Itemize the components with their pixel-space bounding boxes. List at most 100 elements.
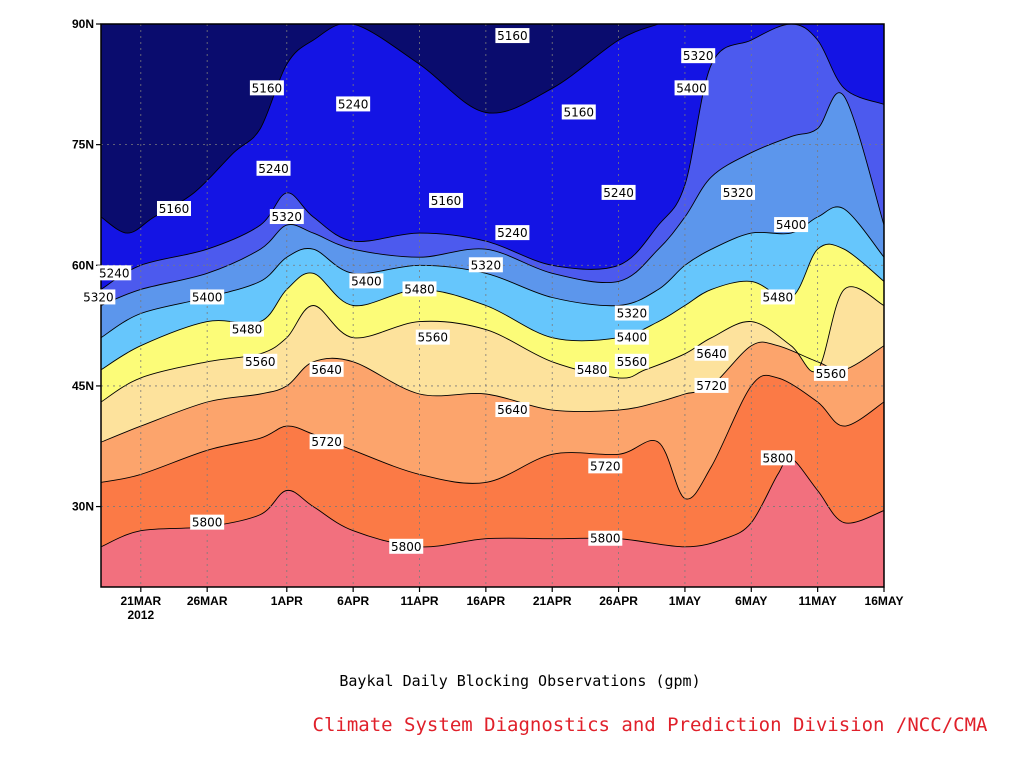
- x-tick-label: 1APR: [271, 594, 303, 608]
- contour-label-text: 5160: [497, 29, 528, 43]
- contour-label-box: [614, 353, 649, 369]
- contour-label: 5800: [760, 450, 795, 466]
- contour-label: 5160: [495, 28, 530, 44]
- contour-label-text: 5560: [816, 367, 847, 381]
- contour-label-text: 5400: [676, 81, 707, 95]
- contour-label-box: [249, 80, 284, 96]
- contour-label: 5640: [694, 345, 729, 361]
- contour-label-box: [243, 353, 278, 369]
- contour-label: 5560: [415, 329, 450, 345]
- x-tick-label: 11MAY: [799, 594, 837, 608]
- contour-label: 5400: [614, 329, 649, 345]
- contour-label-box: [190, 289, 225, 305]
- contour-label-box: [614, 329, 649, 345]
- contour-label-text: 5400: [351, 274, 382, 288]
- contour-label-box: [415, 329, 450, 345]
- contour-label: 5800: [588, 530, 623, 546]
- y-axis: 30N 45N 60N 75N 90N: [72, 17, 101, 514]
- y-tick-label: 60N: [72, 258, 94, 272]
- contour-label-box: [694, 377, 729, 393]
- contour-label: 5320: [614, 305, 649, 321]
- contour-label-box: [721, 184, 756, 200]
- y-tick-label: 45N: [72, 379, 94, 393]
- contour-label-text: 5320: [471, 258, 502, 272]
- contour-label-text: 5400: [617, 331, 648, 345]
- contour-label-box: [190, 514, 225, 530]
- contour-label-text: 5400: [192, 290, 223, 304]
- contour-label-text: 5240: [258, 162, 289, 176]
- contour-label-text: 5640: [497, 403, 528, 417]
- contour-label: 5400: [774, 217, 809, 233]
- x-tick-label: 16MAY: [865, 594, 904, 608]
- contour-label: 5160: [156, 200, 191, 216]
- contour-label: 5720: [588, 458, 623, 474]
- contour-label-box: [495, 28, 530, 44]
- y-tick-label: 90N: [72, 17, 94, 31]
- contour-label-box: [495, 402, 530, 418]
- y-tick-label: 75N: [72, 138, 94, 152]
- contour-label: 5240: [495, 225, 530, 241]
- contour-labels: 5160 5160 5160 5160 5160 5240 5240 5240 5240 5240…: [81, 28, 848, 554]
- contour-label-text: 5720: [311, 435, 342, 449]
- contour-label: 5720: [694, 377, 729, 393]
- x-tick-label: 26APR: [599, 594, 638, 608]
- contour-label-box: [694, 345, 729, 361]
- contour-label-box: [156, 200, 191, 216]
- contour-label-text: 5640: [696, 347, 727, 361]
- contour-label-text: 5480: [232, 323, 263, 337]
- x-tick-label: 21APR: [533, 594, 572, 608]
- contour-label-box: [774, 217, 809, 233]
- contour-label: 5320: [681, 48, 716, 64]
- isoline-5640: [101, 341, 884, 443]
- contour-label: 5560: [614, 353, 649, 369]
- contour-label: 5320: [468, 257, 503, 273]
- contour-label: 5640: [309, 361, 344, 377]
- contour-label: 5240: [256, 160, 291, 176]
- contour-label-box: [97, 265, 132, 281]
- contour-label: 5560: [813, 365, 848, 381]
- contour-label: 5400: [674, 80, 709, 96]
- contour-label-box: [269, 209, 304, 225]
- contour-label: 5160: [561, 104, 596, 120]
- contour-label-text: 5560: [245, 355, 276, 369]
- contour-label: 5560: [243, 353, 278, 369]
- contour-label: 5640: [495, 402, 530, 418]
- contour-label-box: [601, 184, 636, 200]
- contour-label: 5240: [601, 184, 636, 200]
- contour-label-box: [561, 104, 596, 120]
- x-tick-label: 1MAY: [669, 594, 701, 608]
- contour-label-box: [575, 361, 610, 377]
- contour-label-box: [229, 321, 264, 337]
- contour-label: 5320: [269, 209, 304, 225]
- plot-frame: [100, 23, 885, 588]
- contour-label-box: [813, 365, 848, 381]
- contour-fills: [101, 24, 884, 587]
- contour-label-box: [588, 458, 623, 474]
- contour-label: 5480: [575, 361, 610, 377]
- contour-label-box: [495, 225, 530, 241]
- contour-label-text: 5720: [696, 379, 727, 393]
- contour-label-text: 5160: [563, 105, 594, 119]
- contour-label: 5400: [349, 273, 384, 289]
- contour-label: 5400: [190, 289, 225, 305]
- contour-label-text: 5560: [617, 355, 648, 369]
- contour-label: 5320: [721, 184, 756, 200]
- contour-label-text: 5320: [83, 290, 114, 304]
- y-tick-label: 30N: [72, 500, 94, 514]
- contour-label-text: 5800: [192, 516, 223, 530]
- contour-label: 5480: [229, 321, 264, 337]
- contour-label: 5800: [190, 514, 225, 530]
- fill-band-5160: [101, 24, 659, 234]
- contour-label-text: 5560: [418, 331, 449, 345]
- contour-label-box: [674, 80, 709, 96]
- contour-label-box: [256, 160, 291, 176]
- contour-label-box: [336, 96, 371, 112]
- contour-label-text: 5480: [404, 282, 435, 296]
- contour-label-text: 5240: [338, 97, 369, 111]
- contour-label-box: [81, 289, 116, 305]
- contour-label-text: 5720: [590, 459, 621, 473]
- contour-label-box: [760, 450, 795, 466]
- x-tick-label: 6APR: [337, 594, 369, 608]
- contour-label-text: 5480: [577, 363, 608, 377]
